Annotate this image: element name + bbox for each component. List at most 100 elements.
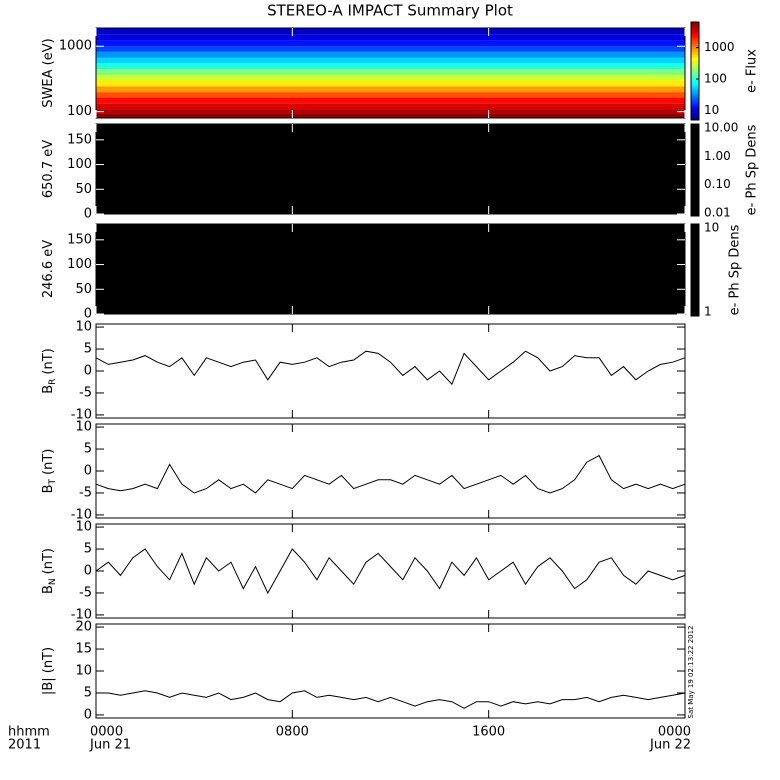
panel-frame <box>95 523 686 619</box>
heatmap-cell <box>96 51 685 58</box>
y-axis-label-unit: (nT) <box>41 348 56 374</box>
colorbar-step <box>691 53 699 56</box>
y-tick-label: 50 <box>75 182 92 197</box>
y-tick-label: 0 <box>84 207 92 222</box>
colorbar-step <box>691 87 699 90</box>
colorbar-step <box>691 56 699 59</box>
line-series <box>95 454 686 494</box>
colorbar-step <box>691 98 699 101</box>
colorbar-frame <box>690 223 700 317</box>
colorbar-tick-label: 1000 <box>704 40 735 54</box>
y-tick-label: -5 <box>79 485 92 500</box>
heatmap-cell <box>96 28 685 35</box>
colorbar-step <box>691 88 699 92</box>
y-tick-label: 15 <box>75 642 92 657</box>
colorbar-step <box>691 61 699 64</box>
colorbar-step <box>691 22 699 25</box>
colorbar-step <box>691 38 699 41</box>
colorbar-step <box>691 111 699 114</box>
colorbar-step <box>691 41 699 44</box>
colorbar-step <box>691 102 699 105</box>
y-tick-label: -5 <box>79 385 92 400</box>
colorbar-tick-label: 10 <box>704 103 719 117</box>
y-tick-label: -10 <box>71 607 92 622</box>
colorbar-step <box>691 103 699 106</box>
colorbar-tick-label: 1 <box>704 305 712 319</box>
colorbar-step <box>691 59 699 62</box>
colorbar-step <box>691 118 699 121</box>
colorbar-step <box>691 28 699 31</box>
x-tick-label: 0000 <box>658 725 691 740</box>
colorbar-step <box>691 115 699 118</box>
heatmap-cell <box>96 34 685 41</box>
colorbar-tick-label: 0.01 <box>704 205 731 219</box>
colorbar-step <box>691 97 699 100</box>
colorbar-step <box>691 92 699 95</box>
colorbar-tick-label: 10.00 <box>704 121 738 135</box>
x-tick-label: 0000 <box>90 725 123 740</box>
colorbar-step <box>691 93 699 96</box>
colorbar-label: e- Flux <box>745 49 760 93</box>
y-tick-label: 50 <box>75 282 92 297</box>
y-tick-label: 150 <box>67 232 92 247</box>
y-tick-label: 10 <box>75 520 92 535</box>
panel-frame <box>95 223 686 315</box>
panel-frame <box>95 27 686 119</box>
heatmap-cell <box>96 109 685 114</box>
y-tick-label: 100 <box>67 104 92 119</box>
colorbar-tick-label: 100 <box>704 72 727 86</box>
heatmap-cell <box>96 103 685 110</box>
colorbar-step <box>691 90 699 93</box>
y-axis-label-text: B <box>41 484 56 493</box>
panel-frame <box>95 123 686 215</box>
colorbar-tick-label: 10 <box>704 220 719 234</box>
y-tick-label: 150 <box>67 132 92 147</box>
y-axis-label-text: B <box>41 385 56 394</box>
colorbar-step <box>691 43 699 46</box>
heatmap-cell <box>96 69 685 76</box>
colorbar-step <box>691 85 699 88</box>
y-axis-label-unit: (nT) <box>41 449 56 475</box>
colorbar-step <box>691 54 699 57</box>
y-tick-label: 0 <box>84 307 92 322</box>
colorbar-step <box>691 100 699 103</box>
panel-frame <box>95 423 686 519</box>
y-tick-label: 100 <box>67 157 92 172</box>
colorbar-step <box>691 72 699 75</box>
colorbar-step <box>691 36 699 39</box>
heatmap-cell <box>96 63 685 70</box>
heatmap-cell <box>96 113 685 118</box>
heatmap-fill <box>96 124 685 214</box>
colorbar-step <box>691 64 699 67</box>
colorbar-step <box>691 66 699 69</box>
heatmap-cell <box>96 86 685 93</box>
y-axis-label-unit: (nT) <box>41 548 56 574</box>
colorbar-step <box>691 110 699 113</box>
y-axis-label: BR (nT) <box>41 348 58 394</box>
y-tick-label: 20 <box>75 620 92 635</box>
colorbar-step <box>691 57 699 61</box>
colorbar-step <box>691 105 699 108</box>
colorbar-step <box>691 71 699 74</box>
colorbar-step <box>691 95 699 98</box>
y-tick-label: 1000 <box>59 39 92 54</box>
colorbar-frame <box>690 123 700 217</box>
y-axis-label-text: B <box>41 585 56 594</box>
corner-label: 2011 <box>8 738 41 753</box>
colorbar <box>691 124 699 216</box>
colorbar-step <box>691 75 699 79</box>
chart-title: STEREO-A IMPACT Summary Plot <box>267 2 513 20</box>
y-tick-label: -5 <box>79 585 92 600</box>
line-series <box>96 690 686 709</box>
heatmap-cell <box>96 57 685 64</box>
colorbar-step <box>691 31 699 34</box>
y-axis-label: 246.6 eV <box>41 240 56 298</box>
y-axis-label-text: 246.6 eV <box>41 240 56 298</box>
colorbar-step <box>691 106 699 110</box>
colorbar-step <box>691 23 699 26</box>
colorbar-step <box>691 74 699 77</box>
y-tick-label: 0 <box>84 464 92 479</box>
colorbar-step <box>691 44 699 47</box>
heatmap-cell <box>96 80 685 87</box>
